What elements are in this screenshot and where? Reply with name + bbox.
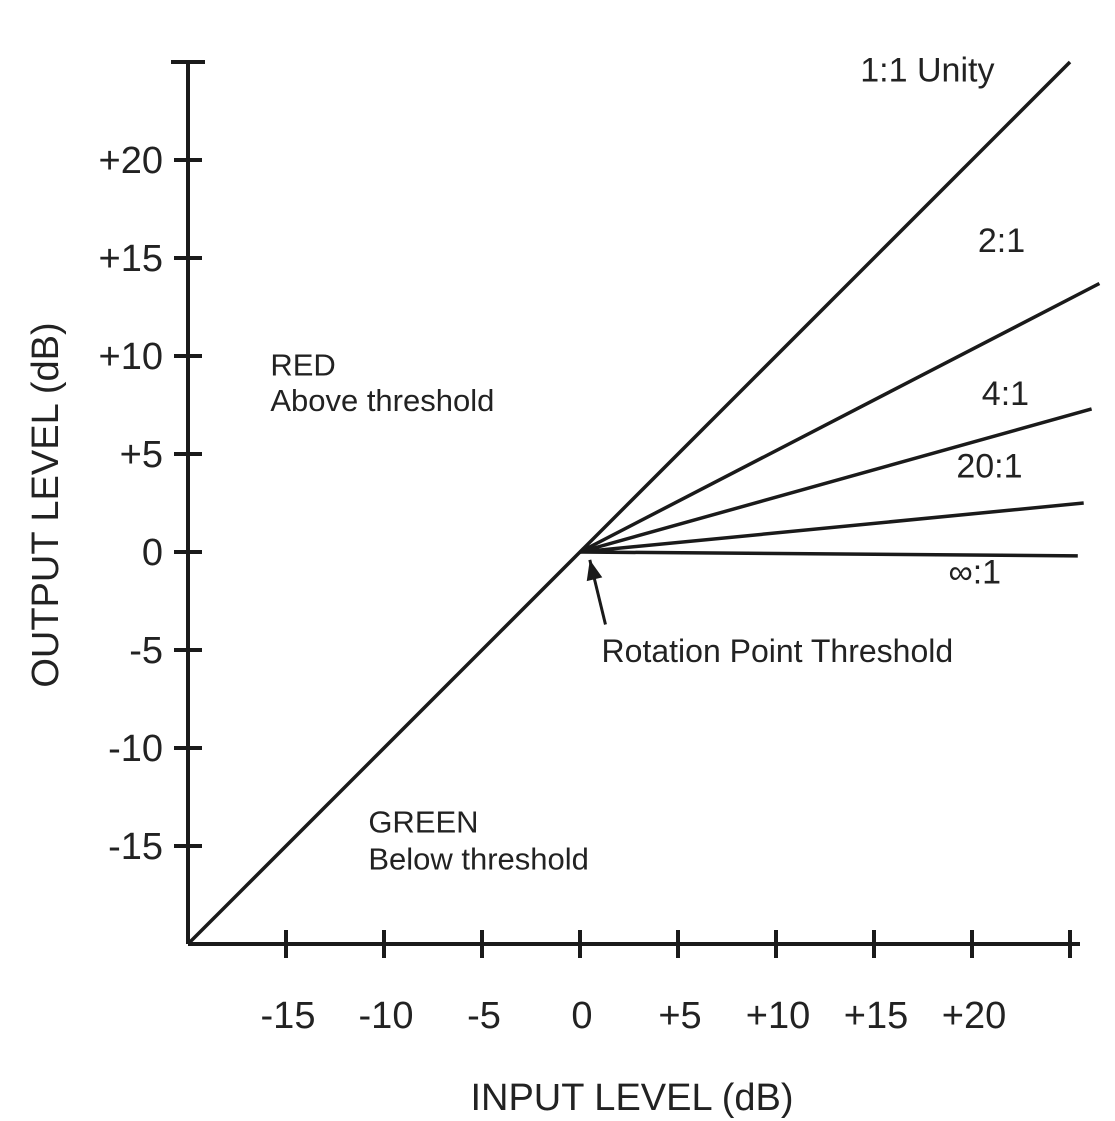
annotations: Rotation Point Threshold bbox=[586, 559, 954, 669]
series-1-1-unity bbox=[186, 60, 1072, 946]
label-infinity-1: ∞:1 bbox=[948, 553, 1001, 591]
x-tick-label: +5 bbox=[658, 995, 701, 1037]
region-label-red-1: Above threshold bbox=[270, 383, 494, 418]
x-tick-label: -10 bbox=[359, 995, 414, 1037]
region-label-red-0: RED bbox=[270, 348, 335, 383]
y-tick-label: -10 bbox=[108, 728, 163, 770]
y-axis-title: OUTPUT LEVEL (dB) bbox=[25, 322, 67, 687]
y-tick-label: -15 bbox=[108, 826, 163, 868]
x-tick-label: 0 bbox=[571, 995, 592, 1037]
axes bbox=[171, 60, 1080, 946]
label-1-1-unity: 1:1 Unity bbox=[860, 52, 994, 90]
ratio-curves bbox=[186, 60, 1101, 946]
x-tick-label: -15 bbox=[261, 995, 316, 1037]
x-tick-label: +10 bbox=[746, 995, 810, 1037]
y-tick-label: 0 bbox=[142, 532, 163, 574]
x-tick-label: +20 bbox=[942, 995, 1006, 1037]
series-2-1 bbox=[579, 281, 1101, 554]
label-2-1: 2:1 bbox=[978, 222, 1025, 260]
x-axis-title: INPUT LEVEL (dB) bbox=[470, 1077, 793, 1119]
x-tick-label: -5 bbox=[467, 995, 501, 1037]
series-20-1 bbox=[579, 501, 1084, 554]
x-tick-label: +15 bbox=[844, 995, 908, 1037]
annotation-label: Rotation Point Threshold bbox=[602, 633, 954, 669]
ratio-labels: 1:1 Unity 2:1 4:1 20:1 ∞:1 bbox=[860, 52, 1029, 592]
label-4-1: 4:1 bbox=[982, 375, 1029, 413]
x-ticks: -15 -10 -5 0 +5 +10 +15 +20 bbox=[261, 930, 1072, 1037]
y-ticks: -15 -10 -5 0 +5 +10 +15 +20 bbox=[99, 140, 202, 868]
region-label-green-0: GREEN bbox=[368, 804, 478, 839]
series-infinity-1 bbox=[579, 550, 1078, 558]
y-tick-label: +15 bbox=[99, 238, 163, 280]
y-tick-label: +10 bbox=[99, 336, 163, 378]
y-tick-label: +20 bbox=[99, 140, 163, 182]
region-label-green-1: Below threshold bbox=[368, 842, 589, 877]
series-4-1 bbox=[579, 407, 1093, 554]
label-20-1: 20:1 bbox=[956, 448, 1022, 486]
y-tick-label: -5 bbox=[129, 630, 163, 672]
y-tick-label: +5 bbox=[120, 434, 163, 476]
annotation-arrow-head bbox=[586, 559, 603, 582]
